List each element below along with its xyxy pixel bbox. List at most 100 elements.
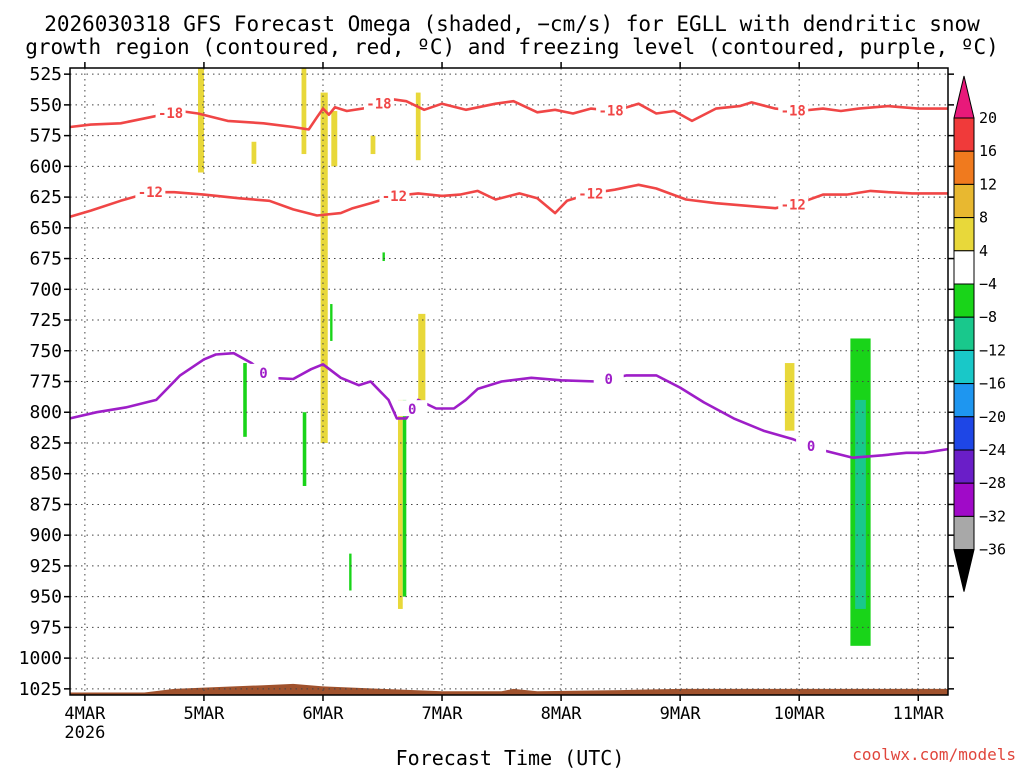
contour-label-bg	[593, 370, 624, 387]
y-tick-label: 575	[29, 126, 62, 147]
chart-title-line-2: growth region (contoured, red, ºC) and f…	[25, 35, 999, 59]
y-tick-label: 950	[29, 587, 62, 608]
contour-label-bg	[778, 101, 809, 118]
contour-lines: -18 -18 -18 -18 -12 -12 -12 -12 0 0 0 0	[69, 94, 949, 459]
colorbar-segment	[953, 250, 975, 285]
x-tick-label: 8MAR	[541, 704, 583, 724]
omega-patch	[382, 252, 385, 262]
x-tick-label: 6MAR	[303, 704, 345, 724]
omega-patch	[415, 92, 421, 161]
omega-patch	[784, 363, 795, 431]
contour-label-bg	[135, 183, 166, 200]
contour-label-bg	[379, 186, 410, 203]
y-tick-label: 875	[29, 494, 62, 515]
colorbar-tick-label: 8	[979, 209, 988, 227]
colorbar-segment	[953, 117, 975, 152]
y-tick-label: 775	[29, 372, 62, 393]
omega-patch	[301, 68, 307, 155]
terrain-area	[70, 683, 948, 695]
terrain-fill	[70, 683, 948, 695]
colorbar-tick-label: 12	[979, 175, 997, 193]
y-axis-pressure: 525 550 575 600 625 650 675 700 725 750 775 800 825 8…	[19, 64, 954, 700]
omega-patch	[855, 399, 866, 609]
x-tick-label: 5MAR	[183, 704, 225, 724]
contour-label-bg	[155, 103, 186, 120]
y-tick-label: 625	[29, 187, 62, 208]
y-tick-label: 1000	[19, 648, 62, 669]
omega-patch	[370, 135, 376, 155]
contour-label-bg	[248, 363, 279, 380]
y-tick-label: 725	[29, 310, 62, 331]
x-tick-label: 9MAR	[660, 704, 702, 724]
omega-patch	[243, 363, 247, 437]
x-tick-label: 4MAR	[64, 704, 106, 724]
omega-patch	[418, 313, 426, 413]
contour-label-bg	[778, 195, 809, 212]
y-tick-label: 975	[29, 617, 62, 638]
contour-label: -12	[382, 189, 407, 205]
contour-label: -18	[598, 104, 623, 120]
y-tick-label: 850	[29, 464, 62, 485]
y-tick-label: 700	[29, 279, 62, 300]
colorbar-segment	[953, 383, 975, 418]
y-tick-label: 1025	[19, 679, 62, 700]
y-tick-label: 550	[29, 95, 62, 116]
contour-label: -12	[578, 186, 603, 202]
y-tick-label: 825	[29, 433, 62, 454]
colorbar-segment	[953, 316, 975, 351]
y-tick-label: 525	[29, 64, 62, 85]
contour-label: 0	[604, 372, 612, 388]
y-tick-label: 600	[29, 156, 62, 177]
colorbar-tick-label: −24	[979, 441, 1006, 459]
omega-patch	[251, 141, 257, 164]
omega-patch	[330, 304, 333, 341]
colorbar-tick-label: −12	[979, 341, 1006, 359]
contour-label: 0	[259, 366, 267, 382]
contour-label: -12	[781, 197, 806, 213]
contour-line	[69, 97, 948, 131]
omega-shaded-patches	[197, 68, 871, 646]
contour-label-bg	[796, 436, 827, 453]
omega-patch	[320, 92, 328, 443]
omega-patch	[302, 412, 307, 486]
colorbar-tick-label: −36	[979, 541, 1006, 559]
y-tick-label: 800	[29, 402, 62, 423]
colorbar-segment	[953, 150, 975, 185]
omega-patch	[197, 68, 204, 173]
omega-patch	[402, 399, 407, 597]
y-tick-label: 925	[29, 556, 62, 577]
colorbar-bottom-arrow	[953, 549, 975, 592]
colorbar-tick-label: −28	[979, 474, 1006, 492]
y-tick-label: 650	[29, 218, 62, 239]
contour-label: 0	[807, 439, 815, 455]
omega-patch	[331, 111, 338, 167]
contour-label-bg	[596, 101, 627, 118]
colorbar-tick-label: −4	[979, 275, 997, 293]
x-tick-sublabel: 2026	[64, 723, 105, 743]
colorbar-tick-label: 20	[979, 109, 997, 127]
colorbar-tick-label: 4	[979, 242, 988, 260]
y-tick-label: 675	[29, 249, 62, 270]
x-tick-label: 10MAR	[774, 704, 826, 724]
contour-label: -18	[781, 103, 806, 119]
website-credit: coolwx.com/models	[852, 745, 1016, 764]
y-tick-label: 900	[29, 525, 62, 546]
x-axis-label: Forecast Time (UTC)	[396, 746, 625, 768]
contour-label: 0	[408, 402, 416, 418]
colorbar-tick-label: −16	[979, 375, 1006, 393]
x-tick-label: 7MAR	[422, 704, 464, 724]
contour-label: -18	[158, 106, 183, 122]
contour-label: -18	[366, 96, 391, 112]
contour-label-bg	[575, 184, 606, 201]
colorbar-segment	[953, 449, 975, 484]
colorbar-segment	[953, 349, 975, 385]
colorbar-segment	[953, 515, 975, 551]
contour-label-bg	[363, 94, 394, 111]
contour-label: -12	[138, 185, 163, 201]
x-tick-label: 11MAR	[893, 704, 945, 724]
contour-label-bg	[397, 400, 428, 417]
colorbar-tick-label: −32	[979, 507, 1006, 525]
chart-title-line-1: 2026030318 GFS Forecast Omega (shaded, −…	[44, 12, 980, 36]
